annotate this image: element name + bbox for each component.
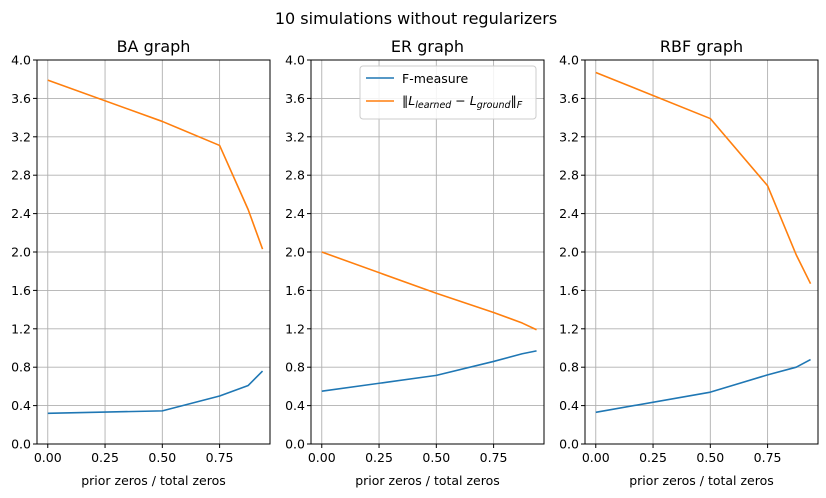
y-tick-label: 2.0 — [285, 245, 305, 260]
legend-box — [359, 65, 537, 120]
y-tick-label: 2.4 — [11, 206, 31, 221]
y-tick-label: 2.0 — [11, 245, 31, 260]
y-tick-label: 3.2 — [559, 129, 579, 144]
y-tick-label: 0.0 — [11, 437, 31, 452]
y-tick-label: 1.2 — [11, 321, 31, 336]
y-tick-label: 2.4 — [285, 206, 305, 221]
f-measure-line — [595, 358, 811, 414]
y-tick-label: 3.6 — [559, 91, 579, 106]
x-tick-label: 0.25 — [91, 450, 119, 465]
y-tick-label: 1.2 — [285, 321, 305, 336]
x-tick-label: 0.25 — [639, 450, 667, 465]
y-tick-label: 0.4 — [11, 398, 31, 413]
y-tick-label: 0.4 — [559, 398, 579, 413]
y-tick-label: 0.0 — [559, 437, 579, 452]
x-tick-label: 0.50 — [696, 450, 724, 465]
y-tick-label: 0.8 — [11, 360, 31, 375]
subplot-panel: 0.0 0.4 0.8 1.2 1.6 2.0 2.4 2.8 3.2 3.6 4.0 0.00 0.2… — [11, 37, 271, 488]
y-tick-label: 1.6 — [559, 283, 579, 298]
y-tick-label: 2.8 — [285, 168, 305, 183]
y-tick-label: 3.2 — [11, 129, 31, 144]
x-tick-label: 0.00 — [582, 450, 610, 465]
y-tick-label: 2.4 — [559, 206, 579, 221]
x-tick-label: 0.50 — [422, 450, 450, 465]
y-tick-label: 1.2 — [559, 321, 579, 336]
x-tick-label: 0.00 — [308, 450, 336, 465]
subplot-title: RBF graph — [660, 37, 743, 56]
legend-label-f-measure: F-measure — [402, 71, 469, 86]
x-tick-label: 0.50 — [148, 450, 176, 465]
x-tick-label: 0.00 — [34, 450, 62, 465]
subplot-title: BA graph — [117, 37, 191, 56]
norm-line — [595, 71, 812, 285]
y-tick-label: 3.6 — [11, 91, 31, 106]
legend: F-measure ‖Llearned − Lground‖F — [359, 65, 537, 120]
figure-suptitle: 10 simulations without regularizers — [275, 9, 557, 28]
subplot-panel: 0.0 0.4 0.8 1.2 1.6 2.0 2.4 2.8 3.2 3.6 4.0 0.00 0.2… — [285, 37, 545, 488]
y-tick-label: 0.8 — [285, 360, 305, 375]
x-axis-label: prior zeros / total zeros — [629, 473, 774, 488]
y-tick-label: 1.6 — [11, 283, 31, 298]
y-tick-label: 2.0 — [559, 245, 579, 260]
norm-line — [47, 79, 264, 250]
x-tick-label: 0.25 — [365, 450, 393, 465]
f-measure-line — [47, 370, 264, 415]
y-tick-label: 3.2 — [285, 129, 305, 144]
y-tick-label: 2.8 — [11, 168, 31, 183]
legend-label-norm: ‖Llearned − Lground‖F — [402, 93, 523, 111]
y-tick-label: 4.0 — [285, 53, 305, 68]
x-tick-label: 0.75 — [754, 450, 782, 465]
y-tick-label: 1.6 — [285, 283, 305, 298]
x-axis-label: prior zeros / total zeros — [355, 473, 500, 488]
norm-line — [321, 251, 537, 331]
y-tick-label: 0.0 — [285, 437, 305, 452]
x-axis-label: prior zeros / total zeros — [81, 473, 226, 488]
subplot-grid: 0.0 0.4 0.8 1.2 1.6 2.0 2.4 2.8 3.2 3.6 4.0 0.00 0.2… — [11, 37, 819, 488]
f-measure-line — [321, 350, 537, 392]
y-tick-label: 3.6 — [285, 91, 305, 106]
x-tick-label: 0.75 — [480, 450, 508, 465]
subplot-title: ER graph — [391, 37, 464, 56]
y-tick-label: 0.4 — [285, 398, 305, 413]
y-tick-label: 2.8 — [559, 168, 579, 183]
y-tick-label: 0.8 — [559, 360, 579, 375]
y-tick-label: 4.0 — [11, 53, 31, 68]
y-tick-label: 4.0 — [559, 53, 579, 68]
subplot-panel: 0.0 0.4 0.8 1.2 1.6 2.0 2.4 2.8 3.2 3.6 4.0 0.00 0.2… — [559, 37, 819, 488]
x-tick-label: 0.75 — [206, 450, 234, 465]
